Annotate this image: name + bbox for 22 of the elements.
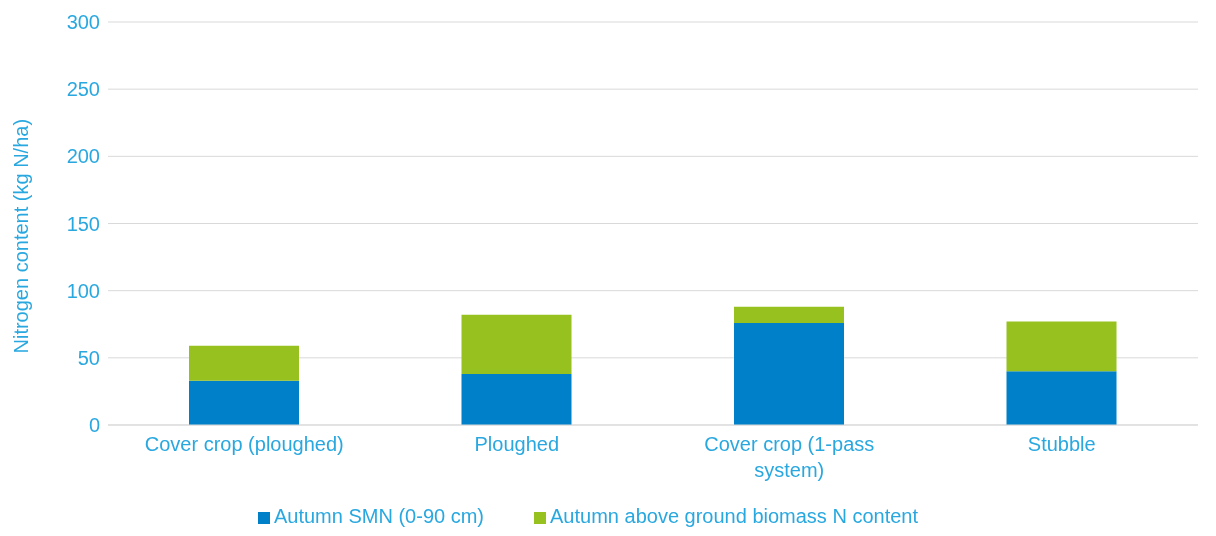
x-tick-label: Stubble	[1027, 433, 1096, 455]
bar	[461, 314, 572, 374]
bar	[734, 322, 844, 425]
y-tick-label: 100	[66, 279, 100, 302]
x-tick-label: Cover crop (ploughed)	[144, 433, 344, 455]
bar	[189, 345, 299, 381]
x-tick-label: Cover crop (1-pass system)	[704, 433, 875, 481]
y-tick-label: 50	[77, 346, 100, 369]
bar	[461, 373, 572, 425]
y-tick-label: 250	[66, 78, 100, 101]
y-tick-label: 200	[66, 145, 100, 168]
y-tick-label: 150	[66, 212, 100, 235]
y-axis-title: Nitrogen content (kg N/ha)	[10, 118, 33, 354]
bar	[1006, 371, 1117, 425]
legend-label: Autumn above ground biomass N content	[550, 505, 919, 527]
bar	[734, 306, 844, 323]
legend-label: Autumn SMN (0-90 cm)	[273, 505, 485, 527]
y-tick-label: 0	[88, 414, 100, 437]
bar	[189, 380, 299, 425]
x-tick-label: Ploughed	[474, 433, 560, 455]
bar	[1006, 321, 1117, 372]
y-tick-label: 300	[66, 11, 100, 34]
